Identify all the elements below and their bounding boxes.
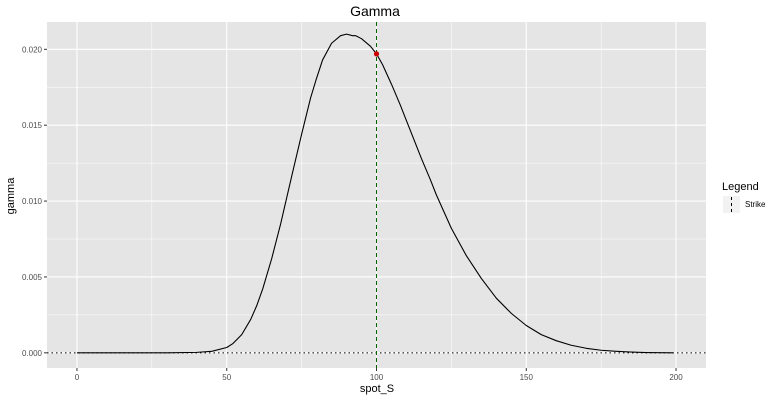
gamma-curve — [76, 33, 674, 354]
x-tick-label: 0 — [75, 373, 80, 382]
series-group — [47, 22, 706, 368]
y-tick-label: 0.000 — [22, 349, 43, 358]
x-tick-label: 150 — [520, 373, 534, 382]
x-tick-label: 100 — [370, 373, 384, 382]
x-tick-label: 200 — [669, 373, 683, 382]
y-axis-ticks: 0.000 0.005 0.010 0.015 0.020 — [22, 45, 47, 358]
legend-label-strike: Strike — [745, 200, 766, 209]
chart-title: Gamma — [350, 3, 400, 19]
x-tick-label: 50 — [222, 373, 231, 382]
y-tick-label: 0.010 — [22, 197, 43, 206]
x-axis-ticks: 0 50 100 150 200 — [75, 368, 683, 382]
y-tick-label: 0.015 — [22, 121, 43, 130]
y-axis-title: gamma — [5, 177, 17, 215]
legend-title: Legend — [722, 181, 759, 193]
y-tick-label: 0.020 — [22, 45, 43, 54]
strike-marker-point — [373, 51, 380, 57]
y-tick-label: 0.005 — [22, 273, 43, 282]
x-axis-title: spot_S — [360, 383, 394, 395]
legend: Legend Strike — [722, 181, 766, 213]
